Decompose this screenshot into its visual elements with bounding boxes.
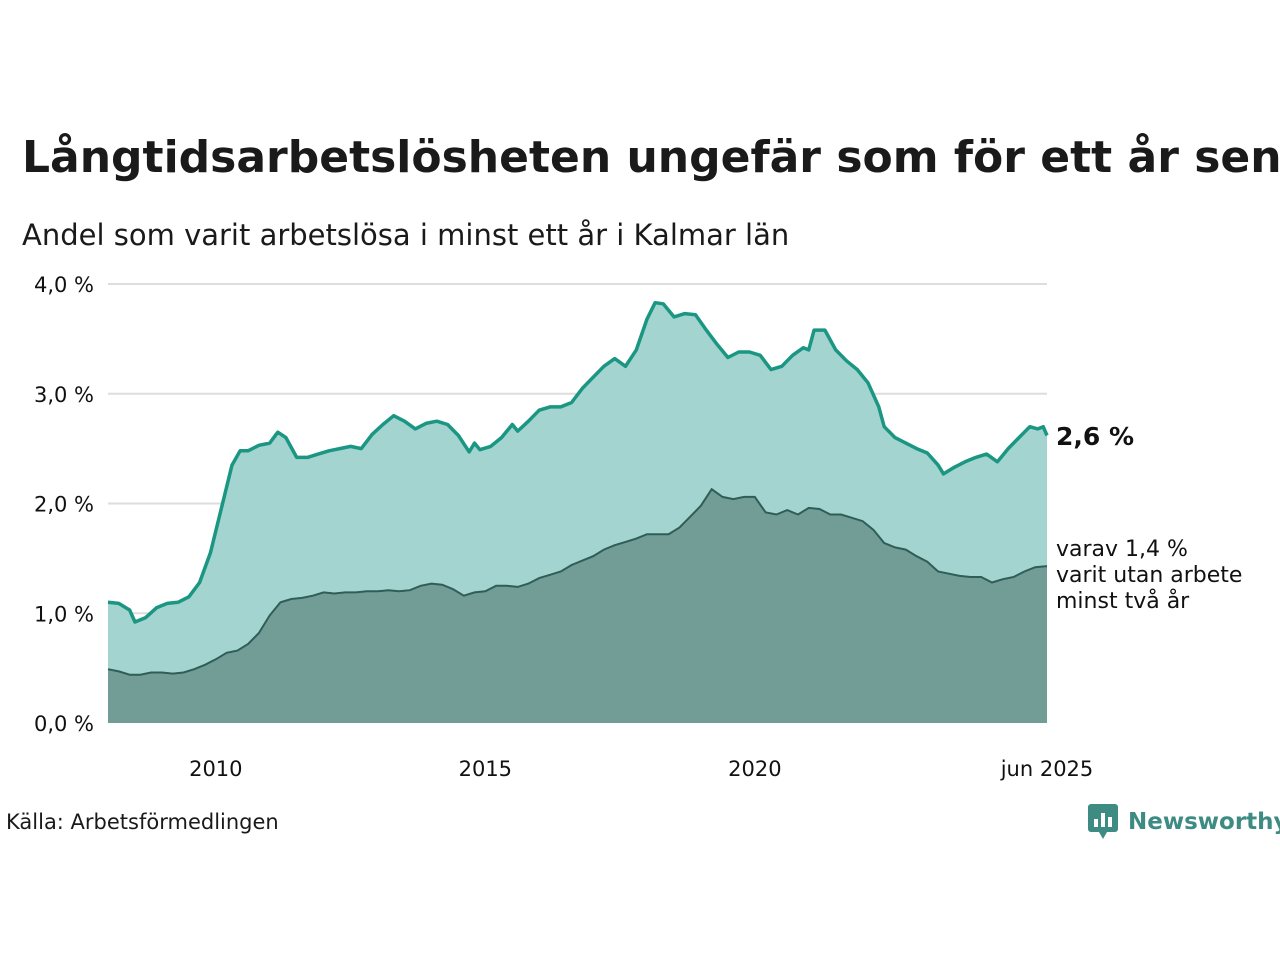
y-tick-label: 0,0 % xyxy=(34,712,94,736)
end-label-long-line: minst två år xyxy=(1056,588,1190,614)
x-tick-label: 2020 xyxy=(728,757,781,781)
x-axis-ticks: 2010 2015 2020 jun 2025 xyxy=(189,757,1093,781)
x-tick-label: jun 2025 xyxy=(1000,757,1094,781)
line-long-term-unemployment xyxy=(107,487,1048,676)
line-total-unemployment xyxy=(107,300,1049,624)
y-tick-label: 3,0 % xyxy=(34,383,94,407)
end-label-long-term: varav 1,4 % varit utan arbete minst två år xyxy=(1056,537,1242,614)
end-label-total: 2,6 % xyxy=(1056,422,1134,451)
y-tick-label: 2,0 % xyxy=(34,493,94,517)
brand-name: Newsworthy xyxy=(1128,809,1280,835)
chart-subtitle: Andel som varit arbetslösa i minst ett å… xyxy=(22,218,790,252)
y-axis-ticks: 0,0 % 1,0 % 2,0 % 3,0 % 4,0 % xyxy=(34,273,94,736)
newsworthy-logo: Newsworthy xyxy=(1088,804,1280,840)
x-tick-label: 2015 xyxy=(459,757,512,781)
source-note: Källa: Arbetsförmedlingen xyxy=(6,810,279,834)
chart-title: Långtidsarbetslösheten ungefär som för e… xyxy=(22,132,1280,183)
y-tick-label: 1,0 % xyxy=(34,602,94,626)
end-label-long-line: varav 1,4 % xyxy=(1056,537,1188,562)
area-long-term-unemployment xyxy=(108,489,1047,723)
y-tick-label: 4,0 % xyxy=(34,273,94,297)
end-label-long-line: varit utan arbete xyxy=(1056,563,1242,588)
x-tick-label: 2010 xyxy=(189,757,242,781)
newsworthy-logo-icon xyxy=(1088,804,1118,839)
